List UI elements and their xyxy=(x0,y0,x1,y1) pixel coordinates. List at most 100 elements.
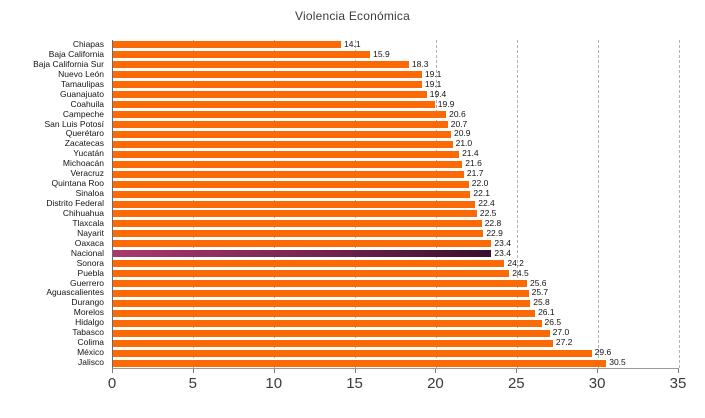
value-label: 14.1 xyxy=(344,39,361,49)
value-label: 25.6 xyxy=(529,277,547,288)
y-tick-label: Michoacán xyxy=(62,158,104,169)
gridline xyxy=(516,40,518,368)
bar xyxy=(113,190,471,198)
value-label: 29.6 xyxy=(594,347,612,358)
value-label: 20.6 xyxy=(449,108,466,119)
bar xyxy=(113,91,427,99)
value-label: 24.2 xyxy=(507,257,524,268)
bar xyxy=(113,120,448,128)
bar xyxy=(113,200,476,208)
y-tick-label: Hidalgo xyxy=(75,317,104,328)
value-label: 22.1 xyxy=(473,188,490,199)
value-label: 22.5 xyxy=(479,207,497,218)
x-tick-mark xyxy=(354,369,356,373)
y-tick-label: Campeche xyxy=(62,108,104,119)
x-tick-label: 15 xyxy=(346,375,363,392)
y-tick-label: México xyxy=(77,347,104,358)
value-label: 27.2 xyxy=(555,337,573,348)
x-tick-mark xyxy=(516,369,518,373)
value-label: 25.7 xyxy=(531,287,549,298)
x-tick-mark xyxy=(273,369,275,373)
y-tick-label: Querétaro xyxy=(65,128,104,139)
bar xyxy=(113,339,553,347)
x-tick-mark xyxy=(435,369,437,373)
y-tick-label: Nacional xyxy=(70,247,104,258)
x-tick-label: 30 xyxy=(588,375,606,392)
value-label: 21.0 xyxy=(455,138,473,149)
y-tick-label: Zacatecas xyxy=(64,138,104,149)
bar xyxy=(113,270,510,278)
bar xyxy=(113,220,482,228)
value-label: 22.9 xyxy=(486,227,503,238)
y-tick-label: Veracruz xyxy=(70,168,104,179)
bar xyxy=(113,101,435,109)
bar xyxy=(113,319,542,327)
y-tick-label: Puebla xyxy=(77,267,104,278)
bar xyxy=(113,81,422,89)
value-label: 25.8 xyxy=(533,297,550,308)
y-tick-label: Tamaulipas xyxy=(61,78,104,89)
bar xyxy=(113,61,409,69)
value-label: 22.4 xyxy=(478,198,495,209)
bar xyxy=(113,299,531,307)
value-label: 23.4 xyxy=(494,237,511,248)
y-tick-label: Morelos xyxy=(73,307,104,318)
bar xyxy=(113,309,536,317)
y-tick-label: Nuevo León xyxy=(58,68,104,79)
y-tick-label: Sinaloa xyxy=(75,188,104,199)
y-tick-label: Guerrero xyxy=(69,277,104,288)
y-tick-label: Jalisco xyxy=(78,357,104,368)
x-axis: 0 5 10 15 20 25 30 35 xyxy=(108,369,686,409)
bar xyxy=(113,150,460,158)
value-label: 22.8 xyxy=(484,217,502,228)
value-label: 21.7 xyxy=(466,168,484,179)
value-label: 26.1 xyxy=(538,307,555,318)
x-tick-label: 25 xyxy=(507,375,525,392)
bar xyxy=(113,359,607,367)
value-label: 19.4 xyxy=(429,88,447,99)
bar xyxy=(113,349,592,357)
bar xyxy=(113,170,464,178)
x-tick-label: 20 xyxy=(427,375,444,392)
y-tick-label: Baja California xyxy=(48,48,104,59)
bar xyxy=(113,260,505,268)
y-tick-label: Tlaxcala xyxy=(72,217,104,228)
bar xyxy=(113,329,550,337)
y-tick-label: Chihuahua xyxy=(62,207,104,218)
y-tick-label: Aguascalientes xyxy=(46,287,104,298)
bar xyxy=(113,210,477,218)
y-tick-label: Tabasco xyxy=(72,327,104,338)
bar xyxy=(113,230,484,238)
bar xyxy=(113,41,342,49)
x-tick-mark xyxy=(192,369,194,373)
value-label: 24.5 xyxy=(512,267,529,278)
bar xyxy=(113,51,371,59)
y-tick-label: Durango xyxy=(71,297,104,308)
chart-title: Violencia Económica xyxy=(295,9,410,23)
y-tick-label: Distrito Federal xyxy=(46,198,104,209)
value-label: 18.3 xyxy=(411,58,429,69)
value-label: 21.6 xyxy=(465,158,482,169)
value-label: 30.5 xyxy=(609,357,626,368)
x-tick-mark xyxy=(112,369,113,373)
y-tick-label: Sonora xyxy=(76,257,104,268)
bar xyxy=(113,180,469,188)
y-tick-label: Oaxaca xyxy=(74,237,104,248)
value-label: 21.4 xyxy=(462,148,479,159)
y-axis-labels: Chiapas Baja California Baja California Su… xyxy=(0,39,108,368)
bar xyxy=(113,130,451,138)
value-label: 23.4 xyxy=(494,247,511,258)
plot-area: 14.1 15.9 18.3 19.1 19.1 19.4 19.9 20.6 20.7 20.9… xyxy=(112,39,680,369)
y-tick-label: Colima xyxy=(77,337,104,348)
bar xyxy=(113,240,492,248)
value-label: 20.9 xyxy=(453,128,471,139)
bar xyxy=(113,289,529,297)
value-label: 19.1 xyxy=(424,68,442,79)
value-label: 22.0 xyxy=(471,178,489,189)
x-tick-label: 10 xyxy=(265,375,283,392)
y-tick-label: Yucatán xyxy=(73,148,104,159)
value-label: 20.7 xyxy=(450,118,468,129)
gridline xyxy=(597,40,599,368)
value-label: 19.9 xyxy=(437,98,455,109)
